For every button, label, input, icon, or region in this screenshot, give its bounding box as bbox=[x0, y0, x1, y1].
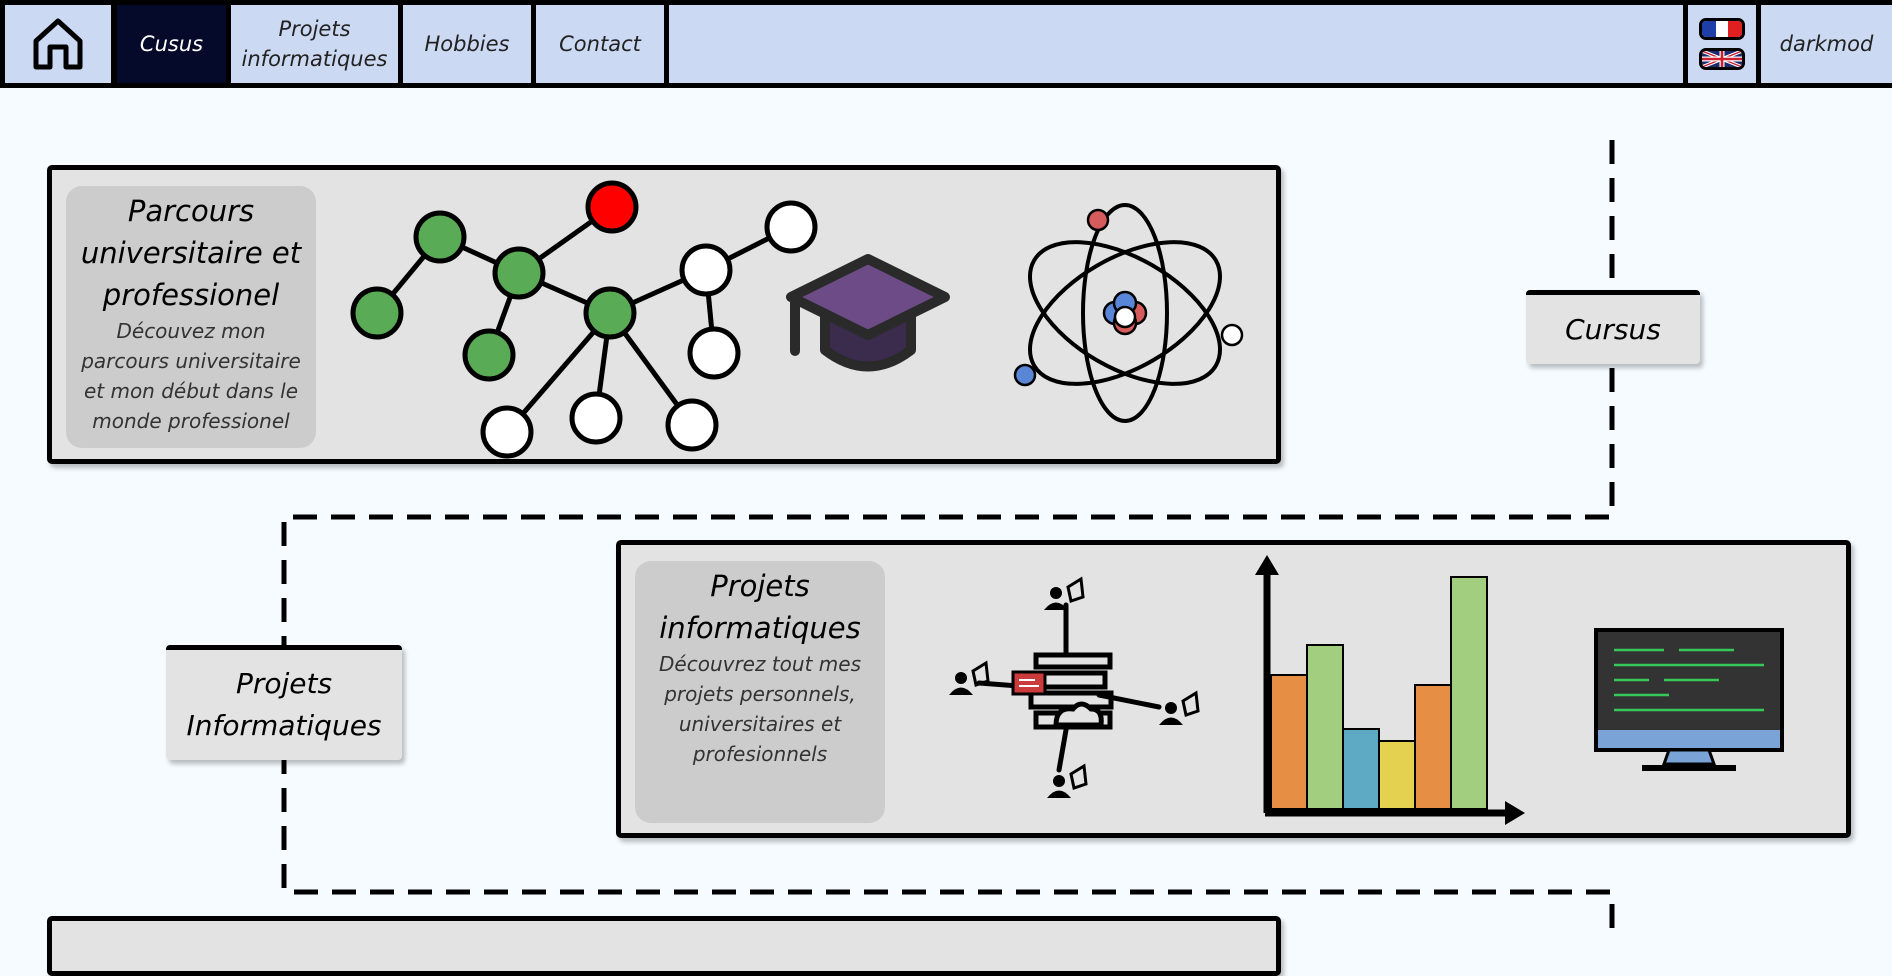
uk-flag-icon[interactable] bbox=[1699, 48, 1745, 70]
france-flag-icon[interactable] bbox=[1699, 18, 1745, 40]
network-graph-icon bbox=[350, 180, 818, 459]
atom-icon bbox=[1013, 203, 1244, 423]
nav-item-label: Hobbies bbox=[424, 32, 510, 56]
nav-item-label: Cusus bbox=[139, 32, 204, 56]
home-button[interactable] bbox=[5, 5, 111, 83]
monitor-code-icon bbox=[1594, 628, 1784, 771]
cloud-network-icon bbox=[949, 576, 1200, 798]
graduation-cap-icon bbox=[786, 254, 950, 372]
darkmode-label: darkmod bbox=[1779, 32, 1874, 56]
nav-spacer bbox=[669, 5, 1683, 83]
timeline-label-projets: Projets Informatiques bbox=[166, 645, 402, 760]
nav-item-label: Projets informatiques bbox=[241, 17, 388, 71]
language-switcher bbox=[1688, 5, 1756, 83]
nav-item-hobbies[interactable]: Hobbies bbox=[403, 5, 531, 83]
nav-item-projets[interactable]: Projets informatiques bbox=[231, 5, 398, 83]
timeline-label-cursus: Cursus bbox=[1526, 290, 1700, 364]
card-description: Découvrez tout mes projets personnels, u… bbox=[659, 652, 861, 766]
cursus-card[interactable]: Parcours universitaire et professionel D… bbox=[47, 165, 1281, 464]
bar-chart-icon bbox=[1255, 555, 1525, 825]
nav-item-label: Contact bbox=[559, 32, 641, 56]
projets-card[interactable]: Projets informatiques Découvrez tout mes… bbox=[616, 540, 1851, 838]
nav-item-cursus[interactable]: Cusus bbox=[117, 5, 226, 83]
card-title: Parcours universitaire et professionel bbox=[80, 194, 302, 312]
next-card[interactable] bbox=[47, 916, 1281, 976]
card-text-block: Projets informatiques Découvrez tout mes… bbox=[635, 561, 885, 823]
card-text-block: Parcours universitaire et professionel D… bbox=[66, 186, 316, 448]
top-navigation: Cusus Projets informatiques Hobbies Cont… bbox=[0, 0, 1892, 88]
card-description: Découvez mon parcours universitaire et m… bbox=[81, 319, 301, 433]
card-title: Projets informatiques bbox=[659, 569, 861, 645]
home-icon bbox=[33, 18, 83, 70]
timeline-path bbox=[281, 140, 1615, 928]
darkmode-toggle[interactable]: darkmod bbox=[1761, 5, 1892, 83]
nav-item-contact[interactable]: Contact bbox=[536, 5, 664, 83]
